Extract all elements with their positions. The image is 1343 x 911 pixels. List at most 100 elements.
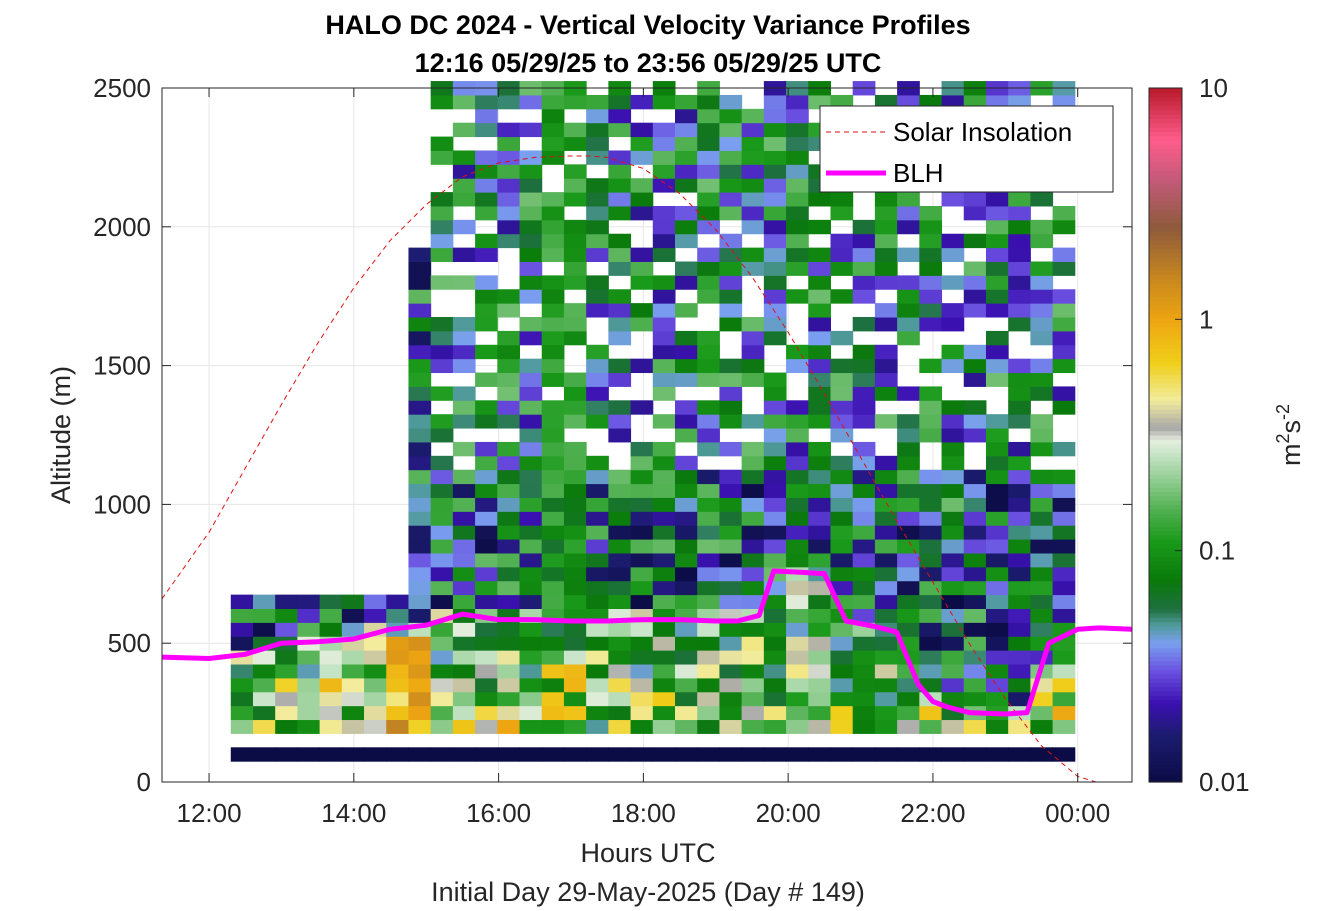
heatmap-cell: [541, 108, 565, 124]
heatmap-cell: [519, 317, 543, 332]
heatmap-cell: [941, 441, 965, 457]
heatmap-cell: [897, 455, 920, 471]
heatmap-cell: [675, 219, 698, 235]
heatmap-cell: [897, 428, 920, 443]
heatmap-cell: [874, 705, 898, 721]
heatmap-cell: [741, 469, 765, 485]
heatmap-cell: [541, 428, 565, 443]
heatmap-cell: [830, 483, 854, 498]
heatmap-cell: [852, 691, 876, 707]
heatmap-cell: [563, 386, 587, 401]
colorbar-frame: [1148, 87, 1183, 783]
heatmap-cell: [1052, 677, 1076, 693]
heatmap-cell: [830, 358, 854, 374]
heatmap-cell: [852, 580, 876, 596]
heatmap-cell: [697, 219, 720, 235]
colorbar-segment: [1149, 226, 1182, 232]
heatmap-cell: [1030, 330, 1054, 346]
heatmap-cell: [675, 747, 698, 762]
heatmap-cell: [652, 164, 676, 179]
heatmap-cell: [786, 469, 809, 485]
colorbar-segment: [1149, 491, 1182, 497]
heatmap-cell: [941, 539, 965, 554]
colorbar-segment: [1149, 708, 1182, 714]
heatmap-cell: [719, 705, 743, 721]
heatmap-cell: [675, 455, 698, 471]
heatmap-cell: [874, 636, 898, 651]
heatmap-cell: [675, 275, 698, 290]
heatmap-cell: [386, 636, 409, 651]
heatmap-cell: [497, 705, 521, 721]
heatmap-cell: [675, 650, 698, 665]
heatmap-cell: [919, 483, 943, 498]
heatmap-cell: [541, 469, 565, 485]
heatmap-cell: [763, 719, 787, 734]
heatmap-cell: [874, 358, 898, 374]
heatmap-cell: [341, 705, 365, 721]
heatmap-cell: [319, 608, 343, 623]
heatmap-cell: [719, 247, 743, 262]
heatmap-cell: [586, 594, 609, 609]
heatmap-cell: [586, 150, 609, 165]
heatmap-cell: [608, 511, 632, 526]
heatmap-cell: [475, 317, 498, 332]
colorbar-segment: [1149, 378, 1182, 384]
heatmap-cell: [230, 677, 254, 693]
heatmap-cell: [586, 636, 609, 651]
colorbar-segment: [1149, 352, 1182, 358]
heatmap-cell: [919, 205, 943, 221]
heatmap-cell: [275, 650, 298, 665]
colorbar-segment: [1149, 760, 1182, 766]
heatmap-cell: [319, 677, 343, 693]
heatmap-cell: [297, 608, 321, 623]
heatmap-cell: [897, 691, 920, 707]
heatmap-cell: [608, 636, 632, 651]
heatmap-cell: [497, 580, 521, 596]
heatmap-cell: [1008, 205, 1031, 221]
heatmap-cell: [497, 566, 521, 582]
heatmap-cell: [652, 386, 676, 401]
heatmap-cell: [497, 525, 521, 540]
heatmap-cell: [786, 219, 809, 235]
heatmap-cell: [630, 150, 654, 165]
heatmap-cell: [808, 497, 831, 512]
colorbar-segment: [1149, 526, 1182, 532]
colorbar-segment: [1149, 252, 1182, 258]
heatmap-cell: [763, 178, 787, 193]
heatmap-cell: [763, 164, 787, 179]
heatmap-cell: [408, 747, 432, 762]
heatmap-cell: [741, 705, 765, 721]
heatmap-cell: [919, 594, 943, 609]
heatmap-cell: [519, 428, 543, 443]
heatmap-cell: [475, 539, 498, 554]
colorbar-segment: [1149, 647, 1182, 653]
heatmap-cell: [985, 497, 1009, 512]
heatmap-cell: [941, 594, 965, 609]
heatmap-cell: [786, 497, 809, 512]
heatmap-cell: [497, 719, 521, 734]
heatmap-cell: [586, 469, 609, 485]
colorbar-segment: [1149, 625, 1182, 631]
heatmap-cell: [786, 344, 809, 360]
heatmap-cell: [608, 233, 632, 249]
heatmap-cell: [719, 594, 743, 609]
heatmap-cell: [741, 108, 765, 124]
heatmap-cell: [897, 192, 920, 207]
heatmap-cell: [563, 539, 587, 554]
colorbar-segment: [1149, 304, 1182, 310]
heatmap-cell: [519, 330, 543, 346]
colorbar-segment: [1149, 508, 1182, 514]
heatmap-cell: [763, 386, 787, 401]
heatmap-cell: [786, 205, 809, 221]
heatmap-cell: [430, 205, 454, 221]
heatmap-cell: [563, 664, 587, 679]
heatmap-cell: [452, 677, 476, 693]
heatmap-cell: [1008, 497, 1031, 512]
heatmap-cell: [541, 594, 565, 609]
colorbar-segment: [1149, 478, 1182, 484]
colorbar-segment: [1149, 773, 1182, 779]
heatmap-cell: [741, 372, 765, 387]
colorbar-segment: [1149, 339, 1182, 345]
heatmap-cell: [963, 525, 987, 540]
heatmap-cell: [763, 455, 787, 471]
